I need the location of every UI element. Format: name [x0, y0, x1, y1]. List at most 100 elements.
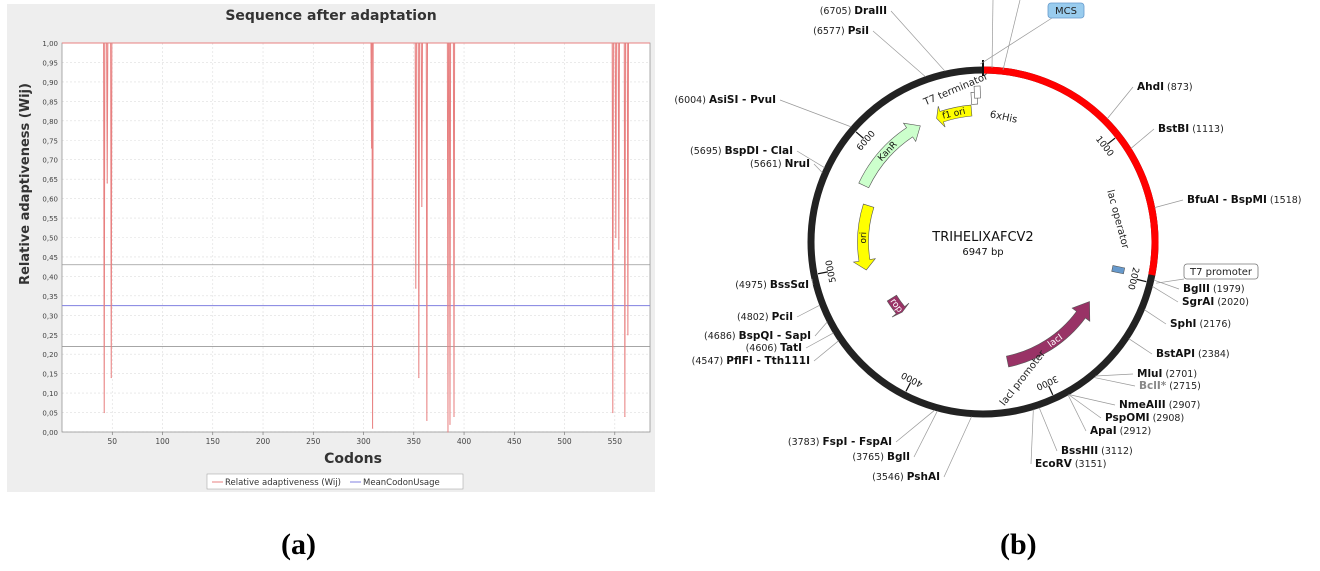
site-leader-line	[1106, 86, 1134, 119]
site-position: (6705)	[820, 6, 855, 17]
site-label: SphI (2176)	[1170, 318, 1231, 330]
plasmid-length: 6947 bp	[962, 247, 1003, 258]
site-name: BclI*	[1139, 380, 1167, 392]
wij-dip-point	[453, 415, 455, 418]
y-tick-label: 0,45	[42, 254, 58, 262]
feature-label: ori	[859, 232, 869, 244]
site-name: FspI - FspAI	[823, 436, 893, 448]
site-label: ApaI (2912)	[1090, 425, 1151, 437]
x-tick-label: 300	[356, 437, 371, 446]
y-tick-label: 0,70	[42, 157, 58, 165]
wij-dip-point	[110, 376, 112, 379]
x-tick-label: 400	[457, 437, 472, 446]
site-label: (4547) PflFI - Tth111I	[692, 355, 810, 367]
x-tick-label: 50	[107, 437, 117, 446]
y-tick-label: 0,50	[42, 235, 58, 243]
site-label: (4975) BssSαI	[735, 279, 809, 291]
site-position: (2907)	[1166, 400, 1201, 411]
site-name: SgrAI	[1182, 296, 1214, 308]
site-name: BfuAI - BspMI	[1187, 194, 1267, 206]
site-position: (873)	[1164, 82, 1193, 93]
small-feature-marker	[973, 85, 981, 99]
site-leader-line	[796, 304, 820, 318]
site-leader-line	[1144, 309, 1167, 325]
top-leader-line	[1002, 0, 1021, 71]
site-position: (4547)	[692, 356, 727, 367]
chart-legend: Relative adaptiveness (Wij) MeanCodonUsa…	[206, 473, 464, 490]
adaptation-chart-panel: Sequence after adaptation Relative adapt…	[7, 4, 655, 492]
ring-tick	[855, 131, 865, 139]
y-tick-label: 0,55	[42, 215, 58, 223]
wij-dip-point	[426, 419, 428, 421]
site-label: (5661) NruI	[750, 158, 810, 170]
site-position: (2908)	[1150, 413, 1185, 424]
site-position: (4606)	[746, 343, 781, 354]
boxed-leader-line	[980, 17, 1053, 65]
site-label: NmeAIII (2907)	[1119, 399, 1200, 411]
legend-item-wij: Relative adaptiveness (Wij)	[225, 478, 341, 488]
wij-dip-point	[370, 147, 373, 149]
site-leader-line	[1030, 409, 1034, 465]
y-tick-label: 0,30	[42, 312, 58, 320]
feature-rop	[886, 294, 910, 318]
y-tick-label: 0,95	[42, 59, 58, 67]
site-position: (4686)	[704, 331, 739, 342]
site-name: BssSαI	[770, 279, 809, 291]
x-axis-label: Codons	[324, 451, 382, 467]
site-label: (5695) BspDI - ClaI	[690, 145, 793, 157]
site-position: (1113)	[1189, 124, 1224, 135]
site-label: AhdI (873)	[1137, 81, 1193, 93]
y-tick-label: 0,85	[42, 98, 58, 106]
site-label: EcoRV (3151)	[1035, 458, 1106, 470]
site-position: (3783)	[788, 437, 823, 448]
site-name: MluI	[1137, 368, 1162, 380]
y-tick-label: 0,60	[42, 196, 58, 204]
site-position: (1979)	[1210, 284, 1245, 295]
site-leader-line	[1128, 338, 1153, 355]
site-leader-line	[895, 409, 935, 443]
wij-dip-point	[615, 236, 617, 239]
boxed-leader-line	[1156, 278, 1185, 284]
site-leader-line	[1068, 394, 1102, 419]
site-leader-line	[1153, 279, 1180, 290]
ring-tick	[1106, 137, 1116, 145]
top-leader-line	[991, 0, 994, 69]
y-tick-label: 0,05	[42, 410, 58, 418]
site-position: (6004)	[674, 95, 709, 106]
site-leader-line	[943, 416, 972, 478]
small-feature-marker	[1111, 265, 1126, 275]
y-tick-label: 0,20	[42, 351, 58, 359]
site-name: NmeAIII	[1119, 399, 1166, 411]
site-name: NruI	[785, 158, 810, 170]
site-name: PspOMI	[1105, 412, 1150, 424]
site-label: BglII (1979)	[1183, 283, 1245, 295]
feature-f1-ori	[936, 104, 973, 128]
site-label: BclI* (2715)	[1139, 380, 1201, 392]
site-position: (5661)	[750, 159, 785, 170]
wij-dip-point	[447, 431, 449, 433]
site-name: BspQI - SapI	[739, 330, 811, 342]
y-tick-label: 0,15	[42, 371, 58, 379]
site-name: BstBI	[1158, 123, 1189, 135]
feature-laci	[1006, 301, 1091, 368]
site-label: SgrAI (2020)	[1182, 296, 1249, 308]
y-tick-label: 0,10	[42, 390, 58, 398]
site-name: ApaI	[1090, 425, 1117, 437]
wij-dip-point	[624, 415, 626, 418]
wij-dip-point	[103, 411, 105, 414]
ring-tick	[905, 382, 912, 392]
ring-tick-label: 6000	[855, 129, 878, 153]
site-leader-line	[872, 30, 926, 77]
site-leader-line	[813, 163, 823, 173]
x-tick-label: 500	[557, 437, 572, 446]
site-position: (1518)	[1267, 195, 1302, 206]
y-tick-label: 0,35	[42, 293, 58, 301]
caption-a: (a)	[281, 528, 316, 561]
ring-tick	[817, 271, 828, 275]
plasmid-name: TRIHELIXAFCV2	[931, 230, 1033, 245]
ring-tick-label: 4000	[900, 369, 925, 389]
legend-item-mean: MeanCodonUsage	[363, 478, 440, 488]
site-position: (2176)	[1196, 319, 1231, 330]
feature-kanr	[858, 122, 921, 189]
site-label: BstBI (1113)	[1158, 123, 1224, 135]
